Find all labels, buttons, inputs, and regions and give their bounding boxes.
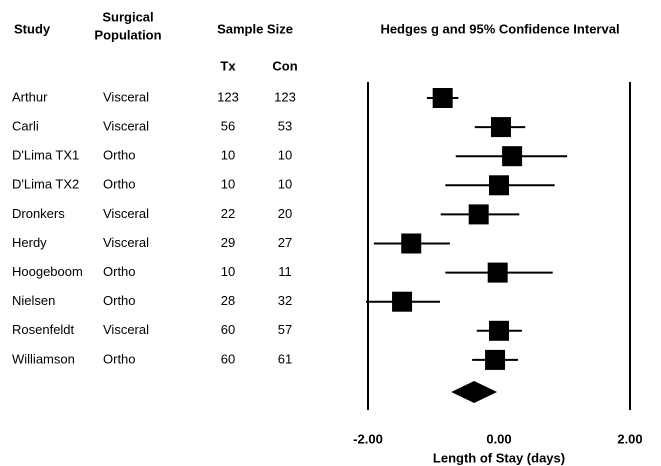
population: Visceral [103, 235, 149, 250]
tx-size: 28 [221, 293, 235, 308]
tx-size: 10 [221, 177, 235, 192]
con-size: 53 [278, 119, 292, 134]
study-name: Dronkers [12, 206, 65, 221]
summary-diamond [451, 381, 498, 403]
con-size: 123 [274, 89, 296, 104]
population: Ortho [103, 264, 136, 279]
tx-size: 60 [221, 351, 235, 366]
con-header: Con [272, 58, 297, 73]
population: Visceral [103, 206, 149, 221]
study-name: Rosenfeldt [12, 322, 75, 337]
con-size: 10 [278, 148, 292, 163]
effect-marker [490, 117, 511, 138]
effect-marker [401, 233, 422, 254]
study-name: D'Lima TX2 [12, 177, 79, 192]
sample-header: Sample Size [217, 21, 293, 36]
con-size: 11 [278, 264, 292, 279]
population: Visceral [103, 119, 149, 134]
population-header: Population [94, 27, 161, 42]
effect-marker [487, 262, 508, 283]
tx-header: Tx [220, 58, 236, 73]
population: Ortho [103, 177, 136, 192]
con-size: 20 [278, 206, 292, 221]
x-tick-label: 2.00 [617, 431, 642, 446]
tx-size: 22 [221, 206, 235, 221]
population: Visceral [103, 89, 149, 104]
study-name: Carli [12, 119, 39, 134]
population: Ortho [103, 293, 136, 308]
con-size: 27 [278, 235, 292, 250]
x-tick-label: -2.00 [353, 431, 383, 446]
effect-marker [468, 204, 489, 225]
effect-marker [489, 320, 509, 341]
population: Ortho [103, 148, 136, 163]
study-name: Nielsen [12, 293, 55, 308]
effect-marker [485, 349, 506, 370]
study-name: Hoogeboom [12, 264, 83, 279]
x-axis-label: Length of Stay (days) [433, 450, 565, 465]
effect-marker [489, 175, 509, 196]
chart-title: Hedges g and 95% Confidence Interval [380, 21, 619, 36]
effect-marker [392, 291, 413, 312]
con-size: 10 [278, 177, 292, 192]
tx-size: 29 [221, 235, 235, 250]
study-header: Study [14, 21, 51, 36]
tx-size: 10 [221, 148, 235, 163]
study-name: D'Lima TX1 [12, 148, 79, 163]
tx-size: 123 [217, 89, 239, 104]
study-name: Arthur [12, 89, 48, 104]
tx-size: 10 [221, 264, 235, 279]
effect-marker [432, 88, 453, 108]
study-name: Williamson [12, 351, 75, 366]
x-tick-label: 0.00 [486, 431, 511, 446]
tx-size: 60 [221, 322, 235, 337]
con-size: 57 [278, 322, 292, 337]
population: Ortho [103, 351, 136, 366]
con-size: 32 [278, 293, 292, 308]
tx-size: 56 [221, 119, 235, 134]
population-header: Surgical [102, 9, 153, 24]
population: Visceral [103, 322, 149, 337]
effect-marker [502, 146, 523, 167]
study-name: Herdy [12, 235, 47, 250]
con-size: 61 [278, 351, 292, 366]
